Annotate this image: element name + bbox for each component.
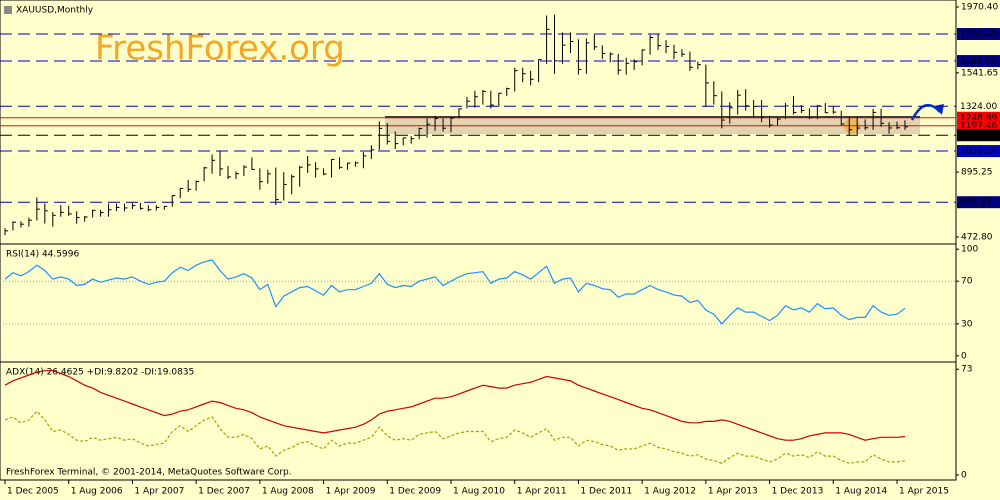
x-tick-label: 1 Apr 2011 bbox=[517, 487, 567, 497]
level-label: 1618.46 bbox=[960, 57, 997, 67]
x-tick-label: 1 Aug 2010 bbox=[453, 487, 505, 497]
footer: FreshForex Terminal, © 2001-2014, MetaQu… bbox=[6, 468, 292, 478]
x-tick-label: 1 Dec 2009 bbox=[389, 487, 441, 497]
level-tag bbox=[957, 100, 1000, 113]
indicator-line bbox=[4, 370, 906, 441]
x-tick-label: 1 Dec 2007 bbox=[198, 487, 250, 497]
level-tag bbox=[957, 28, 1000, 41]
y-tick-label: 100 bbox=[961, 245, 978, 255]
y-tick-label: 73 bbox=[961, 365, 972, 375]
y-tick-label: 1970.40 bbox=[961, 3, 998, 13]
plot-frame bbox=[0, 0, 957, 481]
level-label: 1032.24 bbox=[960, 147, 997, 157]
level-label: 1135.46 bbox=[960, 131, 997, 141]
level-tag bbox=[957, 55, 1000, 68]
x-tick-label: 1 Dec 2011 bbox=[580, 487, 632, 497]
level-tag bbox=[957, 145, 1000, 158]
y-tick-label: 0 bbox=[961, 470, 967, 480]
x-tick-label: 1 Aug 2014 bbox=[835, 487, 887, 497]
panel-title: ADX(14) 26.4625 +DI:9.8202 -DI:19.0835 bbox=[6, 368, 194, 378]
indicator-line bbox=[4, 259, 906, 325]
indicator-line bbox=[4, 410, 906, 464]
y-tick-label: 472.80 bbox=[961, 232, 993, 242]
level-tag bbox=[957, 129, 1000, 142]
arrow-head bbox=[934, 104, 944, 115]
title-icon bbox=[4, 6, 12, 14]
level-label: 699.27 bbox=[960, 198, 992, 208]
level-label: 1197.46 bbox=[960, 121, 997, 131]
y-tick-label: 895.25 bbox=[961, 168, 993, 178]
y-tick-label: 30 bbox=[961, 319, 973, 329]
x-tick-label: 1 Apr 2009 bbox=[326, 487, 376, 497]
watermark: FreshForex.org bbox=[95, 29, 345, 69]
level-label: 1324.00 bbox=[960, 102, 997, 112]
x-tick-label: 1 Dec 2005 bbox=[7, 487, 59, 497]
x-tick-label: 1 Dec 2013 bbox=[772, 487, 824, 497]
y-tick-label: 0 bbox=[961, 351, 967, 361]
x-tick-label: 1 Aug 2012 bbox=[644, 487, 696, 497]
x-tick-label: 1 Aug 2008 bbox=[262, 487, 314, 497]
x-tick-label: 1 Aug 2006 bbox=[71, 487, 123, 497]
y-tick-label: 70 bbox=[961, 277, 973, 287]
y-tick-label: 1541.65 bbox=[961, 68, 998, 78]
level-label: 1248.99 bbox=[960, 113, 997, 123]
panel-title: XAUUSD,Monthly bbox=[16, 6, 94, 16]
level-label: 1794.45 bbox=[960, 30, 997, 40]
level-tag bbox=[957, 196, 1000, 209]
x-tick-label: 1 Apr 2013 bbox=[708, 487, 758, 497]
level-tag bbox=[957, 119, 1000, 132]
x-tick-label: 1 Apr 2007 bbox=[134, 487, 184, 497]
panel-title: RSI(14) 44.5996 bbox=[6, 250, 79, 260]
x-tick-label: 1 Apr 2015 bbox=[899, 487, 949, 497]
